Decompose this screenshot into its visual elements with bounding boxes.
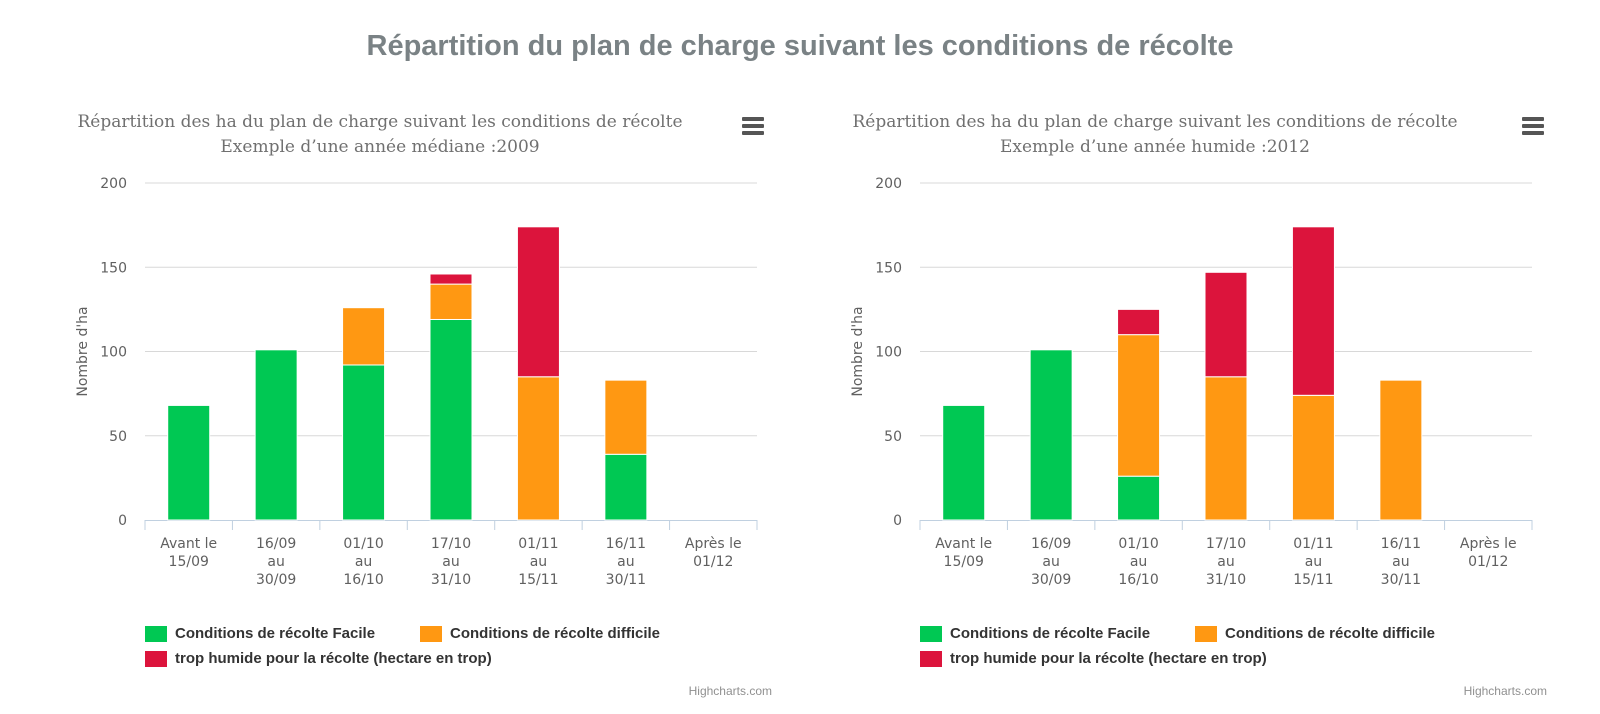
- legend-label: Conditions de récolte difficile: [1225, 625, 1436, 642]
- chart-median-2009: Répartition des ha du plan de charge sui…: [0, 100, 780, 714]
- y-tick-label: 100: [100, 345, 127, 361]
- chart-subtitle: Exemple d’une année humide :2012: [1000, 137, 1310, 157]
- bar-segment[interactable]: [429, 273, 473, 285]
- plot-area: 0 50 100 150 200 Nombre d'ha Avant le 15/09 16/0…: [850, 176, 1533, 588]
- chart-subtitle: Exemple d’une année médiane :2009: [220, 137, 540, 157]
- legend-label: trop humide pour la récolte (hectare en …: [950, 650, 1267, 667]
- legend-swatch: [920, 650, 942, 667]
- bar-segment[interactable]: [1117, 334, 1161, 477]
- y-tick-label: 50: [884, 429, 902, 445]
- legend-item[interactable]: Conditions de récolte Facile: [145, 625, 375, 642]
- chart-title: Répartition des ha du plan de charge sui…: [852, 112, 1458, 132]
- x-tick-label: 01/11 au 15/11: [518, 536, 558, 588]
- x-tick-label: 16/11 au 30/11: [1381, 536, 1421, 588]
- bar-segment[interactable]: [429, 283, 473, 320]
- bar-segment[interactable]: [254, 349, 298, 521]
- bar-segment[interactable]: [604, 453, 648, 521]
- bar-segment[interactable]: [1204, 271, 1248, 378]
- bar-segment[interactable]: [1291, 226, 1335, 396]
- x-tick-label: 01/11 au 15/11: [1293, 536, 1333, 588]
- y-axis-title: Nombre d'ha: [850, 306, 866, 396]
- legend-swatch: [145, 650, 167, 667]
- bar-segment[interactable]: [342, 364, 386, 521]
- legend-label: Conditions de récolte Facile: [175, 625, 376, 642]
- legend-item[interactable]: trop humide pour la récolte (hectare en …: [920, 650, 1267, 667]
- legend-item[interactable]: trop humide pour la récolte (hectare en …: [145, 650, 492, 667]
- x-tick-label: Après le 01/12: [685, 536, 742, 570]
- bar-segment[interactable]: [1291, 394, 1335, 521]
- x-tick-label: 01/10 au 16/10: [343, 536, 383, 588]
- y-tick-label: 0: [118, 513, 127, 529]
- chart-title-block: Répartition des ha du plan de charge sui…: [0, 110, 760, 160]
- context-menu-icon[interactable]: [1520, 115, 1546, 137]
- x-tick-label: Avant le 15/09: [160, 536, 217, 570]
- y-tick-label: 100: [875, 345, 902, 361]
- bar-segment[interactable]: [342, 307, 386, 366]
- credits-link[interactable]: Highcharts.com: [1463, 684, 1547, 698]
- bar-segment[interactable]: [1204, 376, 1248, 521]
- x-tick-label: 16/09 au 30/09: [1031, 536, 1071, 588]
- y-tick-label: 200: [875, 176, 902, 192]
- y-tick-label: 0: [893, 513, 902, 529]
- legend-swatch: [420, 625, 442, 642]
- y-tick-label: 150: [100, 260, 127, 276]
- legend-label: Conditions de récolte difficile: [450, 625, 661, 642]
- legend-item[interactable]: Conditions de récolte difficile: [420, 625, 660, 642]
- legend-item[interactable]: Conditions de récolte Facile: [920, 625, 1150, 642]
- x-tick-label: Avant le 15/09: [935, 536, 992, 570]
- bar-segment[interactable]: [1379, 379, 1423, 521]
- context-menu-icon[interactable]: [740, 115, 766, 137]
- x-tick-label: 16/11 au 30/11: [606, 536, 646, 588]
- bar-segment[interactable]: [1117, 308, 1161, 336]
- x-tick-label: Après le 01/12: [1460, 536, 1517, 570]
- plot-area: 0 50 100 150 200 Nombre d'ha Avant le 15/09 16/0…: [75, 176, 758, 588]
- y-axis-title: Nombre d'ha: [75, 306, 91, 396]
- legend-item[interactable]: Conditions de récolte difficile: [1195, 625, 1435, 642]
- bar-segment[interactable]: [429, 318, 473, 521]
- chart-title: Répartition des ha du plan de charge sui…: [77, 112, 683, 132]
- bar-segment[interactable]: [604, 379, 648, 455]
- legend-swatch: [145, 625, 167, 642]
- credits-link[interactable]: Highcharts.com: [688, 684, 772, 698]
- y-tick-label: 50: [109, 429, 127, 445]
- chart-humide-2012: Répartition des ha du plan de charge sui…: [775, 100, 1555, 714]
- y-tick-label: 150: [875, 260, 902, 276]
- bar-segment[interactable]: [1029, 349, 1073, 521]
- legend-label: trop humide pour la récolte (hectare en …: [175, 650, 492, 667]
- page-title: Répartition du plan de charge suivant le…: [366, 30, 1234, 62]
- legend-label: Conditions de récolte Facile: [950, 625, 1151, 642]
- y-tick-label: 200: [100, 176, 127, 192]
- bar-segment[interactable]: [942, 404, 986, 521]
- x-tick-label: 01/10 au 16/10: [1118, 536, 1158, 588]
- chart-title-block: Répartition des ha du plan de charge sui…: [775, 110, 1535, 160]
- x-tick-label: 17/10 au 31/10: [431, 536, 471, 588]
- legend-swatch: [920, 625, 942, 642]
- x-tick-label: 17/10 au 31/10: [1206, 536, 1246, 588]
- bar-segment[interactable]: [516, 226, 560, 378]
- bar-segment[interactable]: [1117, 475, 1161, 521]
- bar-segment[interactable]: [516, 376, 560, 521]
- x-tick-label: 16/09 au 30/09: [256, 536, 296, 588]
- bar-segment[interactable]: [167, 404, 211, 521]
- legend-swatch: [1195, 625, 1217, 642]
